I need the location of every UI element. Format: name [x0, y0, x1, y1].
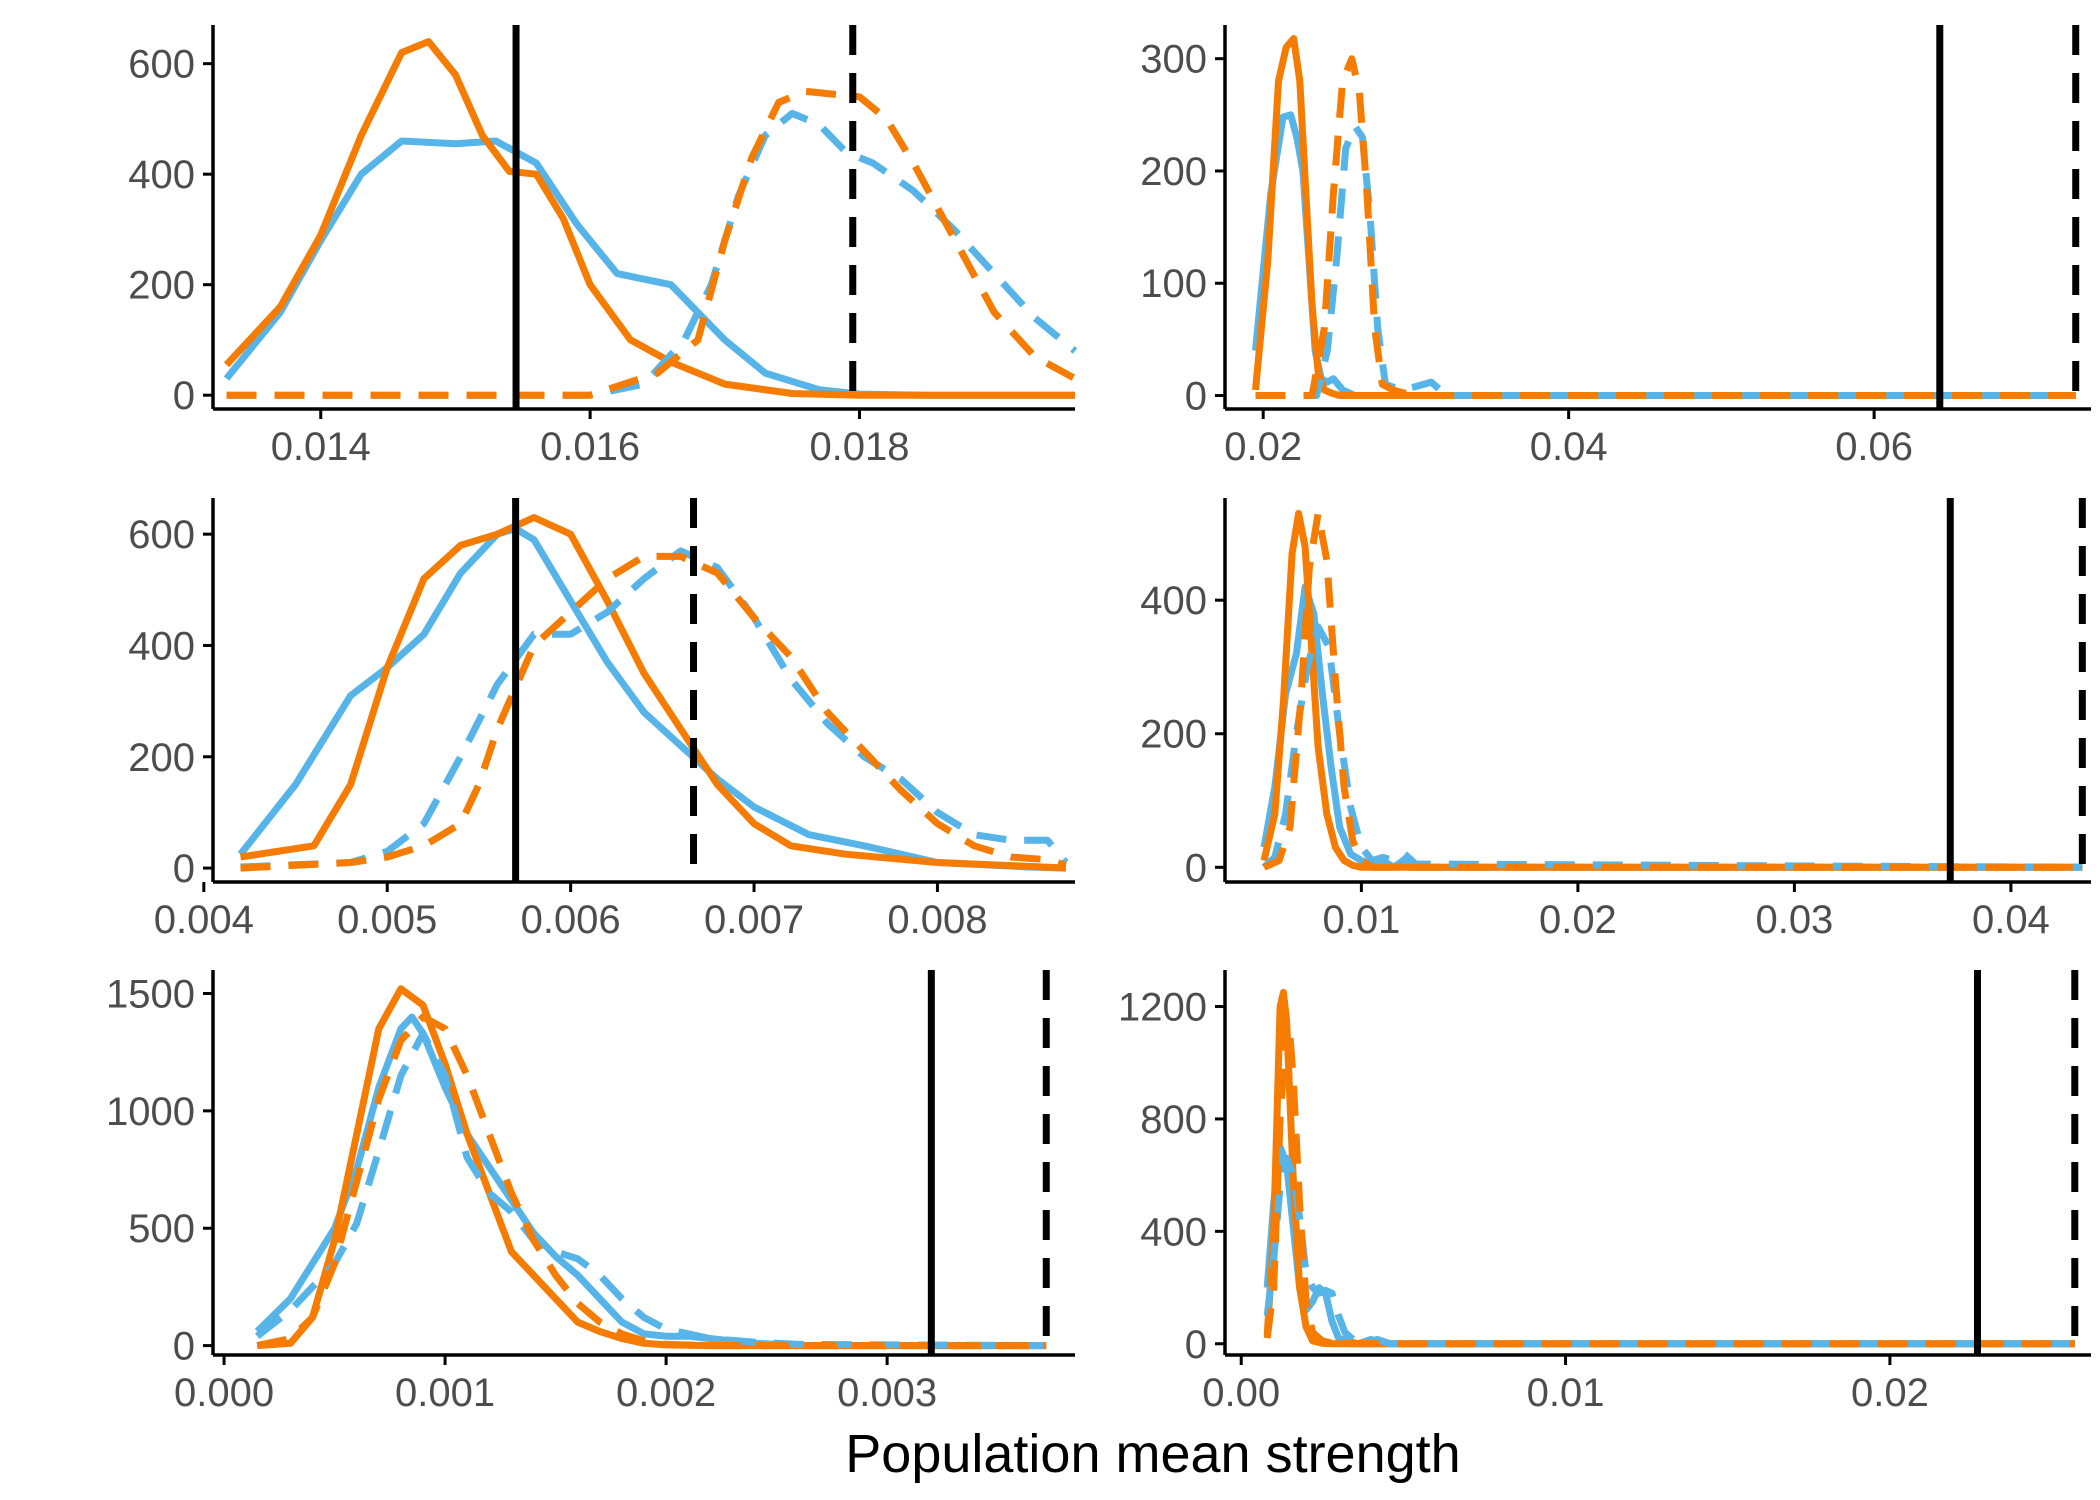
orange-solid-density-line — [239, 514, 1066, 872]
orange-dashed-density-line — [1262, 509, 2083, 871]
y-tick-label: 0 — [173, 1325, 195, 1369]
x-tick-label: 0.04 — [1530, 425, 1608, 469]
blue-solid-density-line — [1263, 1143, 2075, 1348]
y-tick-label: 200 — [1140, 150, 1207, 194]
x-tick-label: 0.004 — [154, 898, 254, 942]
y-tick-label: 800 — [1140, 1098, 1207, 1142]
x-tick-label: 0.001 — [395, 1371, 495, 1415]
y-tick-label: 100 — [1140, 262, 1207, 306]
x-tick-label: 0.008 — [887, 898, 987, 942]
y-tick-label: 200 — [1140, 713, 1207, 757]
x-tick-label: 0.018 — [809, 425, 909, 469]
y-tick-label: 400 — [1140, 579, 1207, 623]
orange-dashed-density-line — [256, 1013, 1047, 1350]
panel-3: 0 200 400 600 0.004 0.005 0.006 0.007 0.008 — [128, 498, 1075, 942]
x-tick-label: 0.014 — [271, 425, 371, 469]
y-tick-label: 600 — [128, 513, 195, 557]
x-tick-label: 0.01 — [1527, 1371, 1605, 1415]
y-tick-label: 300 — [1140, 38, 1207, 82]
y-tick-label: 500 — [128, 1207, 195, 1251]
panel-4: 0 200 400 0.01 0.02 0.03 0.04 — [1140, 498, 2091, 942]
blue-dashed-density-line — [255, 1029, 1047, 1350]
orange-dashed-density-line — [226, 87, 1077, 399]
y-tick-label: 600 — [128, 43, 195, 87]
panel-5: 0 500 1000 1500 0.000 0.001 0.002 0.003 — [106, 970, 1075, 1415]
y-tick-label: 400 — [1140, 1210, 1207, 1254]
y-tick-label: 1500 — [106, 972, 195, 1016]
x-tick-label: 0.03 — [1755, 898, 1833, 942]
blue-dashed-density-line — [1263, 1154, 2075, 1348]
x-axis-label: Population mean strength — [845, 1424, 1460, 1484]
blue-solid-density-line — [237, 525, 1066, 872]
y-tick-label: 0 — [173, 374, 195, 418]
x-tick-label: 0.016 — [540, 425, 640, 469]
y-tick-label: 0 — [1185, 846, 1207, 890]
y-tick-label: 0 — [1185, 1323, 1207, 1367]
panel-2: 0 100 200 300 0.02 0.04 0.06 — [1140, 25, 2091, 469]
x-tick-label: 0.007 — [704, 898, 804, 942]
x-tick-label: 0.06 — [1835, 425, 1913, 469]
orange-solid-density-line — [1260, 509, 2083, 871]
orange-dashed-density-line — [240, 552, 1067, 872]
x-tick-label: 0.02 — [1851, 1371, 1929, 1415]
blue-solid-density-line — [223, 137, 1075, 399]
blue-dashed-density-line — [1261, 623, 2083, 871]
y-tick-label: 0 — [1185, 375, 1207, 419]
y-tick-label: 0 — [173, 847, 195, 891]
orange-dashed-density-line — [1255, 55, 2076, 399]
x-tick-label: 0.01 — [1322, 898, 1400, 942]
x-tick-label: 0.02 — [1539, 898, 1617, 942]
orange-solid-density-line — [1263, 989, 2075, 1348]
orange-dashed-density-line — [1263, 1017, 2075, 1348]
y-tick-label: 200 — [128, 736, 195, 780]
x-tick-label: 0.006 — [521, 898, 621, 942]
y-tick-label: 1000 — [106, 1090, 195, 1134]
panel-1: 0 200 400 600 0.014 0.016 0.018 — [128, 25, 1078, 469]
x-tick-label: 0.000 — [174, 1371, 274, 1415]
blue-solid-density-line — [1260, 583, 2083, 871]
y-tick-label: 200 — [128, 264, 195, 308]
y-tick-label: 400 — [128, 153, 195, 197]
x-tick-label: 0.02 — [1224, 425, 1302, 469]
x-tick-label: 0.005 — [337, 898, 437, 942]
x-tick-label: 0.00 — [1202, 1371, 1280, 1415]
x-tick-label: 0.04 — [1972, 898, 2050, 942]
y-tick-label: 400 — [128, 624, 195, 668]
y-tick-label: 1200 — [1118, 986, 1207, 1030]
x-tick-label: 0.003 — [837, 1371, 937, 1415]
blue-dashed-density-line — [1255, 122, 2076, 399]
orange-solid-density-line — [223, 38, 1075, 399]
blue-dashed-density-line — [226, 109, 1078, 399]
blue-dashed-density-line — [240, 547, 1069, 871]
orange-solid-density-line — [1252, 35, 2076, 399]
panel-6: 0 400 800 1200 0.00 0.01 0.02 — [1118, 970, 2091, 1415]
x-tick-label: 0.002 — [616, 1371, 716, 1415]
